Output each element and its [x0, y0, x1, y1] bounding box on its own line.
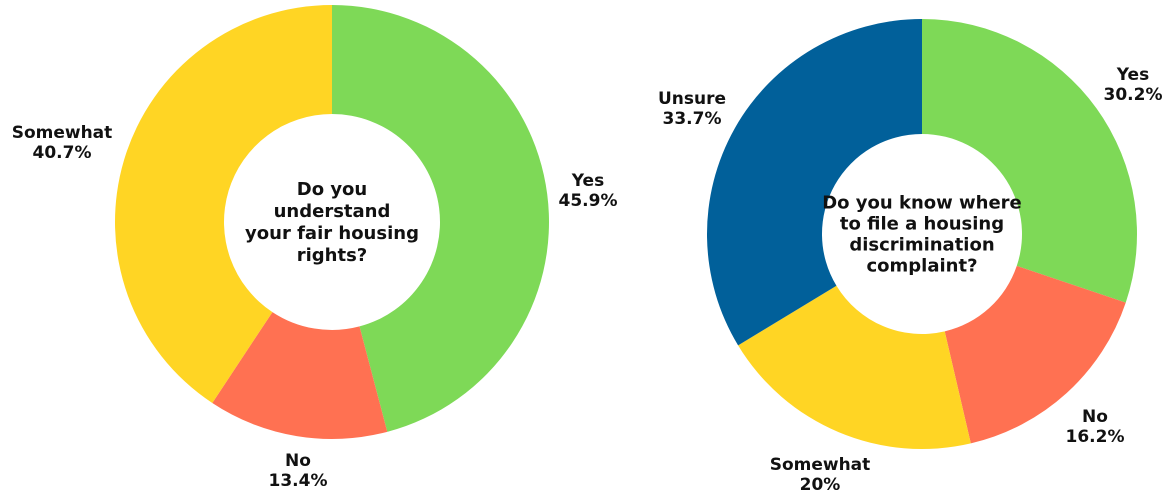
- slice-somewhat: [115, 5, 333, 403]
- slice-value-no: 16.2%: [1066, 427, 1125, 447]
- slice-value-yes: 45.9%: [559, 191, 618, 211]
- center-question-line: your fair housing: [245, 223, 419, 244]
- center-question-line: Do you know where: [822, 193, 1022, 214]
- slice-label-somewhat: Somewhat: [12, 123, 113, 143]
- slice-yes: [332, 5, 549, 432]
- slice-yes: [922, 19, 1137, 303]
- slice-value-yes: 30.2%: [1104, 85, 1163, 105]
- center-question-line: complaint?: [866, 256, 977, 277]
- slice-no: [212, 312, 388, 439]
- slice-label-no: No: [1082, 407, 1108, 427]
- slice-label-no: No: [285, 451, 311, 471]
- slice-value-unsure: 33.7%: [663, 109, 722, 129]
- slice-value-no: 13.4%: [269, 471, 328, 491]
- slice-value-somewhat: 40.7%: [33, 143, 92, 163]
- center-question-line: Do you: [297, 179, 368, 200]
- slice-label-yes: Yes: [571, 171, 604, 191]
- slice-label-unsure: Unsure: [658, 89, 726, 109]
- slice-no: [944, 265, 1126, 444]
- center-question-line: to file a housing: [840, 214, 1004, 235]
- slice-unsure: [707, 19, 922, 346]
- slice-label-yes: Yes: [1116, 65, 1149, 85]
- slice-value-somewhat: 20%: [800, 475, 841, 495]
- slice-label-somewhat: Somewhat: [770, 455, 871, 475]
- center-question-line: rights?: [297, 245, 368, 266]
- center-question-line: discrimination: [849, 235, 994, 256]
- slice-somewhat: [738, 285, 971, 449]
- center-question-line: understand: [274, 201, 391, 222]
